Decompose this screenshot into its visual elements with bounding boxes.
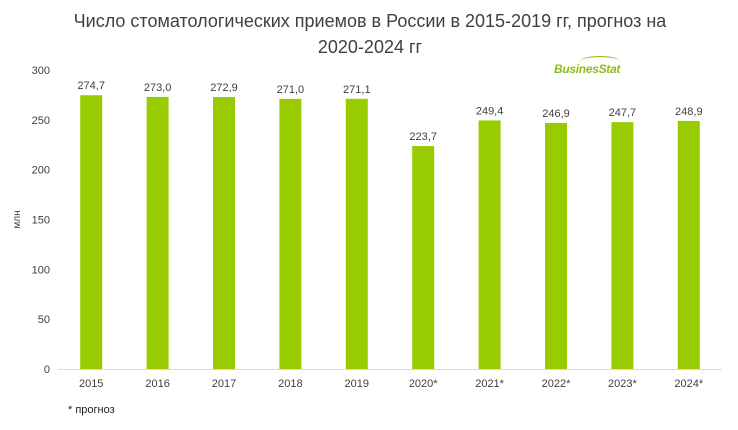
y-tick-label: 100 <box>32 264 50 276</box>
bar-2017 <box>213 97 235 369</box>
y-axis-label: млн <box>12 210 23 228</box>
bar-2020-forecast <box>412 146 435 369</box>
x-tick-label: 2022* <box>542 378 571 390</box>
chart-title-line-2: 2020-2024 гг <box>317 37 423 57</box>
data-label: 271,1 <box>343 84 371 96</box>
x-tick-label: 2019 <box>345 378 369 390</box>
x-tick-label: 2015 <box>79 378 103 390</box>
data-label: 274,7 <box>77 80 105 92</box>
y-tick-label: 200 <box>32 165 50 177</box>
chart-title-line-1: Число стоматологических приемов в России… <box>73 11 667 31</box>
bar-2018 <box>279 98 302 370</box>
chart-title: Число стоматологических приемов в России… <box>60 8 680 60</box>
x-tick-label: 2018 <box>278 378 302 390</box>
x-tick-labels-group: 2015 2016 2017 2018 2019 2020* 2021* 2022* 2023*… <box>79 378 704 390</box>
bar-2023-forecast <box>611 122 634 369</box>
data-label: 246,9 <box>542 108 570 120</box>
x-tick-label: 2020* <box>409 378 438 390</box>
data-label: 248,9 <box>675 106 703 118</box>
bars-group <box>80 95 700 370</box>
bar-2022-forecast <box>545 122 567 369</box>
data-labels-group: 274,7 273,0 272,9 271,0 271,1 223,7 249,4 246,9… <box>77 80 702 143</box>
data-label: 249,4 <box>476 105 504 117</box>
data-label: 273,0 <box>144 82 172 94</box>
businesstat-logo: BusinesStat <box>554 56 620 76</box>
bar-2015 <box>80 95 103 369</box>
data-label: 272,9 <box>210 82 238 94</box>
x-tick-label: 2021* <box>475 378 504 390</box>
bar-2021-forecast <box>478 120 501 369</box>
y-tick-label: 50 <box>38 314 50 326</box>
data-label: 223,7 <box>409 131 437 143</box>
bar-2024-forecast <box>677 120 700 370</box>
y-tick-labels-group: 0 50 100 150 200 250 300 <box>32 65 50 376</box>
y-tick-label: 0 <box>44 364 50 376</box>
logo-arc <box>580 56 620 67</box>
x-tick-label: 2023* <box>608 378 637 390</box>
x-tick-label: 2016 <box>145 378 169 390</box>
y-tick-label: 300 <box>32 65 50 77</box>
data-label: 247,7 <box>609 107 637 119</box>
x-tick-label: 2017 <box>212 378 236 390</box>
forecast-footnote: * прогноз <box>68 404 115 416</box>
y-tick-label: 250 <box>32 115 50 127</box>
bar-2016 <box>146 96 169 369</box>
bar-2019 <box>345 98 368 370</box>
data-label: 271,0 <box>277 84 305 96</box>
y-tick-label: 150 <box>32 215 50 227</box>
x-tick-label: 2024* <box>674 378 703 390</box>
